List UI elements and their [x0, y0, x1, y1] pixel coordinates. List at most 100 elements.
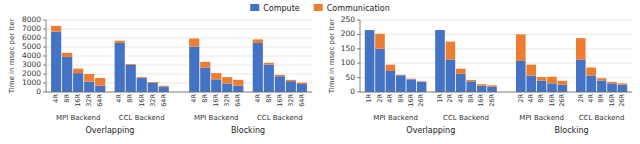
bar-segment [406, 78, 416, 80]
x-tick-label: 8R [597, 94, 605, 103]
x-tick-label: 16R [276, 94, 284, 107]
bar-segment [607, 82, 617, 83]
bar-segment [466, 81, 476, 92]
x-tick-label: 16R [138, 94, 146, 107]
y-tick [357, 34, 360, 35]
x-tick-label: 16R [407, 94, 415, 107]
bar-segment [487, 85, 497, 86]
bar-segment [95, 78, 105, 86]
section-label: Blocking [555, 126, 589, 135]
group-label: MPI Backend [373, 114, 417, 122]
y-tick-label: 250 [341, 15, 356, 24]
x-tick-label: 4R [190, 94, 198, 103]
bar-segment [159, 87, 169, 92]
bars [365, 30, 627, 92]
bar-segment [456, 74, 466, 92]
group-label: MPI Backend [56, 114, 100, 122]
bar-segment [253, 43, 263, 92]
grid-line [46, 47, 312, 48]
y-tick [357, 77, 360, 78]
x-tick-label: 8R [201, 94, 209, 103]
x-tick-label: 2R [446, 94, 454, 103]
bar-segment [526, 65, 536, 76]
section-label: Overlapping [86, 126, 135, 135]
grid-line [360, 92, 632, 93]
grid-line [46, 38, 312, 39]
y-tick [43, 92, 46, 93]
section-label: Overlapping [406, 126, 455, 135]
y-tick-label: 150 [341, 44, 356, 53]
bar-segment [84, 82, 94, 92]
x-tick-label: 8R [265, 94, 273, 103]
bar-segment [73, 69, 83, 74]
bar-segment [406, 79, 416, 92]
grid-line [360, 20, 632, 21]
x-tick-label: 1R [365, 94, 373, 103]
bar-segment [516, 34, 526, 60]
bar-segment [126, 64, 136, 66]
y-tick-label: 6000 [22, 33, 41, 42]
bar-segment [466, 80, 476, 81]
bar-segment [233, 80, 243, 86]
bar-segment [446, 59, 456, 92]
bar-segment [137, 78, 147, 92]
x-tick-label: 26R [488, 94, 496, 107]
bar-segment [222, 77, 232, 83]
bar-segment [547, 77, 557, 84]
y-tick-label: 7000 [22, 24, 41, 33]
x-tick-label: 8R [126, 94, 134, 103]
x-tick-label: 26R [558, 94, 566, 107]
x-tick-label: 16R [548, 94, 556, 107]
bar-segment [297, 83, 307, 84]
legend-label: Communication [327, 4, 390, 13]
y-tick-label: 100 [341, 58, 356, 67]
y-tick-label: 3000 [22, 60, 41, 69]
bar-segment [618, 83, 628, 84]
chart-root: 010002000300040005000600070008000Time in… [0, 0, 640, 144]
bar-segment [286, 80, 296, 81]
bar-segment [516, 61, 526, 92]
bar-segment [115, 41, 125, 43]
bar-segment [456, 69, 466, 74]
x-tick-label: 4R [52, 94, 60, 103]
y-tick-label: 2000 [22, 69, 41, 78]
y-tick-label: 50 [345, 73, 355, 82]
legend-swatch [250, 4, 259, 11]
y-tick [43, 47, 46, 48]
bar-segment [597, 78, 607, 80]
bar-segment [586, 68, 596, 76]
y-axis-label: Time in msec per Iter [328, 19, 336, 95]
x-tick-label: 4R [587, 94, 595, 103]
bar-segment [253, 39, 263, 43]
bar-segment [396, 74, 406, 76]
x-tick-label: 32R [287, 94, 295, 107]
group-label: CCL Backend [119, 114, 165, 122]
bar-segment [435, 30, 445, 92]
bar-segment [375, 34, 385, 49]
x-tick-label: 2R [517, 94, 525, 103]
bar-segment [597, 80, 607, 92]
bar-segment [435, 30, 445, 31]
y-axis-label: Time in msec per Iter [8, 19, 16, 95]
y-tick [357, 20, 360, 21]
bar-segment [211, 79, 221, 92]
bar-segment [73, 73, 83, 92]
grid-line [360, 63, 632, 64]
bar-segment [558, 81, 568, 85]
bar-segment [189, 47, 199, 92]
bar-segment [233, 86, 243, 92]
x-tick-label: 64R [234, 94, 242, 107]
bar-segment [417, 81, 427, 83]
bar-segment [148, 82, 158, 84]
y-axis-line [46, 20, 47, 92]
bar-segment [618, 85, 628, 92]
bar-segment [396, 75, 406, 92]
y-tick [357, 63, 360, 64]
y-axis-line [360, 20, 361, 92]
x-axis-line [360, 92, 632, 93]
legend-label: Compute [263, 4, 300, 13]
y-tick-label: 8000 [22, 15, 41, 24]
x-tick-label: 8R [537, 94, 545, 103]
bar-segment [576, 60, 586, 92]
bar-segment [148, 83, 158, 92]
